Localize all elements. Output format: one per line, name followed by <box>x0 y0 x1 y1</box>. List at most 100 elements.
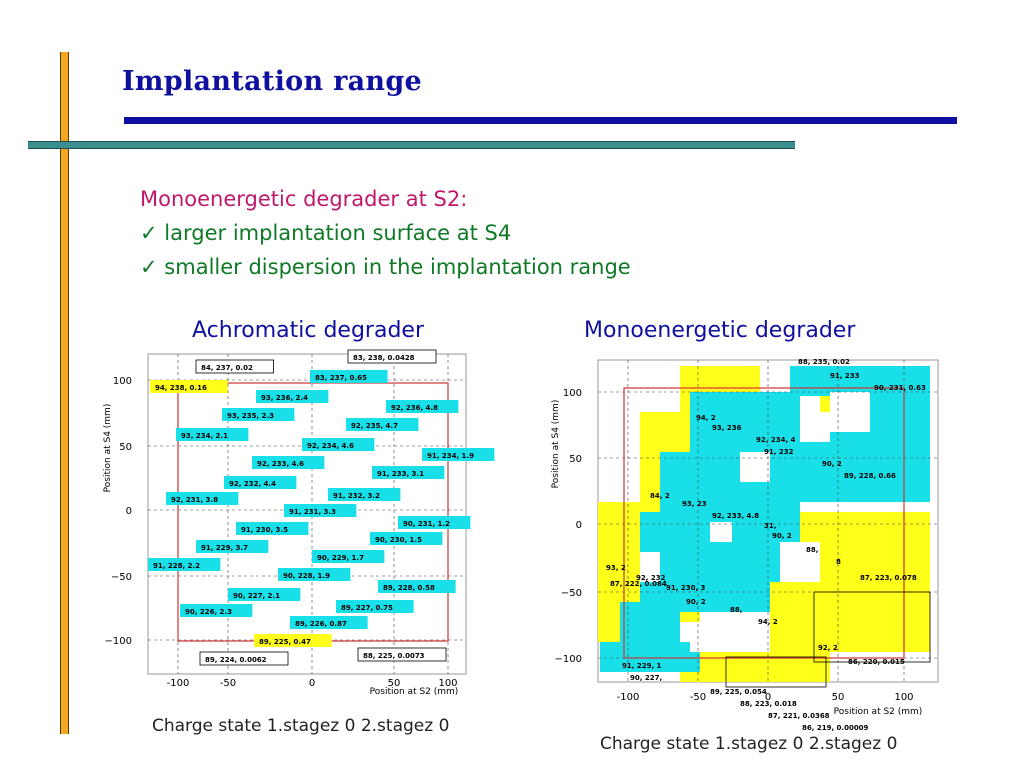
plot-label: 93, 23 <box>682 500 707 508</box>
y-tick-label: 100 <box>563 388 582 399</box>
y-tick-label: 0 <box>576 520 582 531</box>
svg-text:91, 230, 3.5: 91, 230, 3.5 <box>241 526 288 534</box>
left-x-ticks: -100 -50 0 50 100 <box>167 678 458 689</box>
plot-label: 89, 228, 0.58 <box>378 580 456 593</box>
y-tick-label: −100 <box>555 654 582 665</box>
slide-title: Implantation range <box>122 66 423 97</box>
right-y-axis-label: Position at S4 (mm) <box>551 400 561 489</box>
plot-label: 87, 223, 0.078 <box>860 574 917 582</box>
plot-label: 90, 231, 0.63 <box>874 384 926 392</box>
plot-label: 89, 228, 0.66 <box>844 472 896 480</box>
plot-label: 92, 233, 4.8 <box>712 512 759 520</box>
svg-text:92, 232, 4.4: 92, 232, 4.4 <box>229 480 276 488</box>
plot-label: 90, 2 <box>822 460 842 468</box>
plot-label: 92, 2 <box>818 644 838 652</box>
svg-text:91, 232, 3.2: 91, 232, 3.2 <box>333 492 380 500</box>
x-tick-label: 0 <box>309 678 315 689</box>
y-tick-label: −50 <box>561 588 582 599</box>
plot-label: 89, 226, 0.87 <box>290 616 368 629</box>
svg-text:92, 236, 4.8: 92, 236, 4.8 <box>391 404 438 412</box>
svg-text:92, 233, 4.6: 92, 233, 4.6 <box>257 460 304 468</box>
svg-text:93, 235, 2.3: 93, 235, 2.3 <box>227 412 274 420</box>
left-footer: Charge state 1.stagez 0 2.stagez 0 <box>152 716 450 736</box>
plot-label: 88, 223, 0.018 <box>740 700 797 708</box>
right-x-axis-label: Position at S2 (mm) <box>834 707 923 717</box>
plot-label: 89, 225, 0.054 <box>710 688 767 696</box>
bullet-item-2: ✓ smaller dispersion in the implantation… <box>140 255 631 279</box>
bullet-heading: Monoenergetic degrader at S2: <box>140 187 468 211</box>
right-label-layer: 88, 235, 0.02 91, 233 90, 231, 0.63 94, 2 93… <box>606 358 926 732</box>
svg-text:88, 225, 0.0073: 88, 225, 0.0073 <box>363 652 425 660</box>
svg-text:83, 238, 0.0428: 83, 238, 0.0428 <box>353 354 415 362</box>
plot-label: 93, 235, 2.3 <box>222 408 295 421</box>
svg-text:93, 236, 2.4: 93, 236, 2.4 <box>261 394 308 402</box>
title-underline <box>124 117 957 124</box>
plot-label: 91, 229, 1 <box>622 662 662 670</box>
plot-label: 90, 227, 2.1 <box>228 588 301 601</box>
right-y-ticks: 100 50 0 −50 −100 <box>555 388 582 665</box>
x-tick-label: 100 <box>438 678 457 689</box>
right-plot: 88, 235, 0.02 91, 233 90, 231, 0.63 94, 2 93… <box>551 358 939 732</box>
svg-text:93, 234, 2.1: 93, 234, 2.1 <box>181 432 228 440</box>
plot-label: 92, 233, 4.6 <box>252 456 325 469</box>
svg-text:89, 224, 0.0062: 89, 224, 0.0062 <box>205 656 267 664</box>
left-plot: 83, 238, 0.0428 84, 237, 0.02 83, 237, 0.6… <box>103 349 495 697</box>
plot-label: 92, 236, 4.8 <box>386 400 459 413</box>
svg-text:91, 231, 3.3: 91, 231, 3.3 <box>289 508 336 516</box>
plot-label: 89, 227, 0.75 <box>336 600 414 613</box>
plot-label: 86, 219, 0.00009 <box>802 724 869 732</box>
svg-text:83, 237, 0.65: 83, 237, 0.65 <box>315 374 367 382</box>
x-tick-label: -100 <box>167 678 190 689</box>
plot-label: 92, 231, 3.8 <box>166 492 239 505</box>
svg-text:89, 225, 0.47: 89, 225, 0.47 <box>259 638 311 646</box>
right-footer: Charge state 1.stagez 0 2.stagez 0 <box>600 734 898 754</box>
x-tick-label: 50 <box>388 678 401 689</box>
plot-label: 90, 2 <box>686 598 706 606</box>
plot-label: 92, 234, 4.6 <box>302 438 375 451</box>
svg-text:90, 226, 2.3: 90, 226, 2.3 <box>185 608 232 616</box>
plot-label: 88, 235, 0.02 <box>798 358 850 366</box>
x-tick-label: -50 <box>220 678 236 689</box>
plot-label: 83, 237, 0.65 <box>310 370 388 383</box>
y-tick-label: 100 <box>113 376 132 387</box>
caption-left: Achromatic degrader <box>192 318 424 343</box>
check-icon: ✓ <box>140 221 158 245</box>
svg-text:90, 228, 1.9: 90, 228, 1.9 <box>283 572 330 580</box>
x-tick-label: 0 <box>765 692 771 703</box>
svg-text:90, 231, 1.2: 90, 231, 1.2 <box>403 520 450 528</box>
plot-label: 90, 228, 1.9 <box>278 568 351 581</box>
svg-text:89, 227, 0.75: 89, 227, 0.75 <box>341 604 393 612</box>
plot-label: 91, 229, 3.7 <box>196 540 269 553</box>
teal-divider <box>28 141 795 149</box>
plot-label: 93, 2 <box>606 564 626 572</box>
orange-vertical-bar <box>60 52 69 734</box>
plot-label: 91, 233, 3.1 <box>372 466 445 479</box>
y-tick-label: 50 <box>569 454 582 465</box>
plot-label: 94, 2 <box>696 414 716 422</box>
svg-text:90, 230, 1.5: 90, 230, 1.5 <box>375 536 422 544</box>
plot-label: 83, 238, 0.0428 <box>347 349 437 364</box>
left-label-layer: 83, 238, 0.0428 84, 237, 0.02 83, 237, 0.6… <box>148 349 495 666</box>
left-x-axis-label: Position at S2 (mm) <box>370 687 459 697</box>
plot-label: 88, <box>730 606 742 614</box>
svg-text:90, 229, 1.7: 90, 229, 1.7 <box>317 554 364 562</box>
svg-text:90, 227, 2.1: 90, 227, 2.1 <box>233 592 280 600</box>
plot-label: 93, 234, 2.1 <box>176 428 249 441</box>
plot-label: 8 <box>836 558 841 566</box>
plot-label: 92, 232, 4.4 <box>224 476 297 489</box>
plot-label: 92, 234, 4 <box>756 436 796 444</box>
plot-label: 90, 229, 1.7 <box>312 550 385 563</box>
x-tick-label: -50 <box>690 692 706 703</box>
plot-label: 91, 230, 3 <box>666 584 706 592</box>
left-y-axis-label: Position at S4 (mm) <box>103 404 113 493</box>
plot-label: 91, 232 <box>764 448 794 456</box>
plot-label: 91, 230, 3.5 <box>236 522 309 535</box>
plot-label: 31, <box>764 522 776 530</box>
svg-text:91, 233, 3.1: 91, 233, 3.1 <box>377 470 424 478</box>
y-tick-label: 0 <box>126 506 132 517</box>
bullet-item-1: ✓ larger implantation surface at S4 <box>140 221 512 245</box>
plot-label: 92, 235, 4.7 <box>346 418 419 431</box>
caption-right: Monoenergetic degrader <box>584 318 856 343</box>
svg-text:92, 234, 4.6: 92, 234, 4.6 <box>307 442 354 450</box>
x-tick-label: 50 <box>832 692 845 703</box>
